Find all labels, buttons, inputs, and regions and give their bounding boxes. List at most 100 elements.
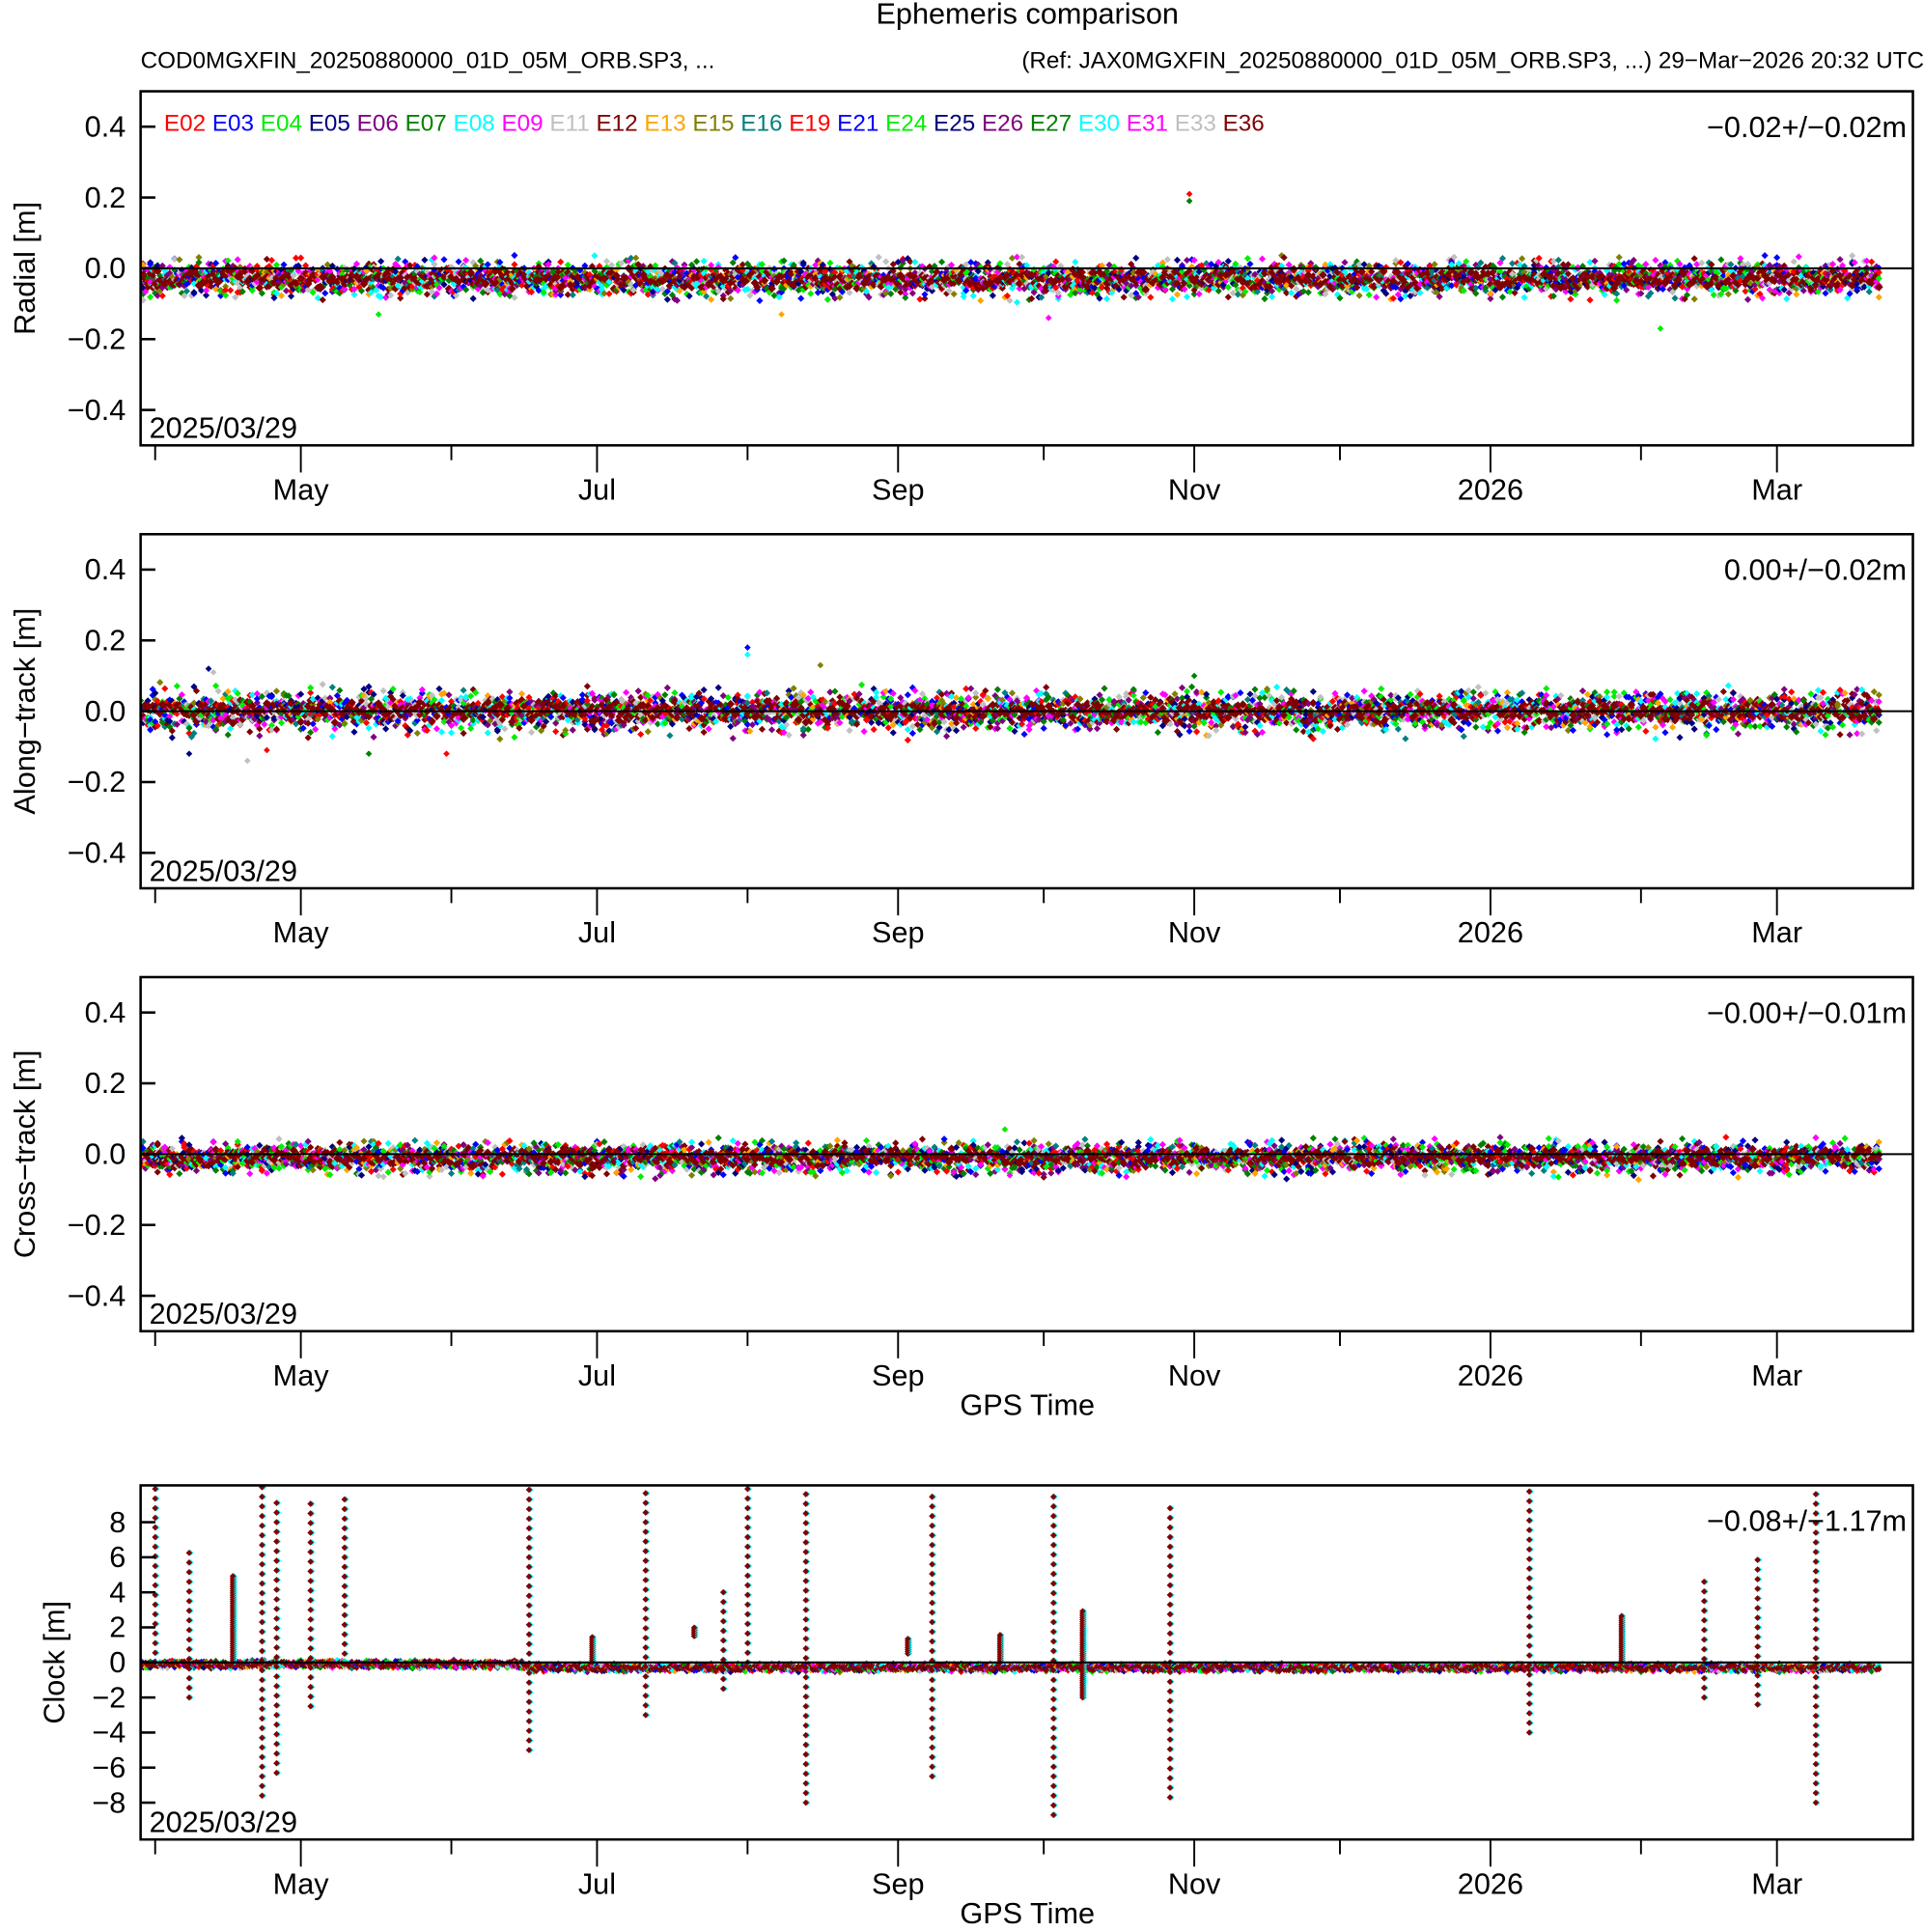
data-point (1197, 279, 1206, 289)
data-point (450, 288, 458, 296)
data-point (187, 733, 196, 741)
data-point (801, 282, 811, 292)
data-point (1253, 288, 1262, 295)
data-point (328, 262, 336, 270)
data-point (491, 280, 499, 288)
data-point (173, 720, 181, 728)
data-point (552, 291, 560, 298)
data-point (1132, 254, 1140, 262)
data-point (1639, 267, 1648, 276)
data-point (1833, 280, 1842, 290)
data-point (714, 287, 722, 295)
data-point (140, 719, 147, 727)
data-point (1091, 284, 1099, 292)
data-point (1466, 267, 1476, 277)
data-point (147, 726, 154, 734)
data-point (1496, 259, 1504, 266)
data-point (462, 286, 470, 294)
data-point (1784, 270, 1794, 279)
data-point (350, 291, 358, 298)
data-point (612, 266, 621, 273)
data-point (814, 289, 822, 296)
data-point (1586, 296, 1594, 304)
data-point (1016, 260, 1023, 268)
data-point (1083, 282, 1092, 292)
data-point (1457, 269, 1466, 279)
data-point (1811, 280, 1821, 290)
data-point (921, 294, 929, 302)
data-point (1875, 294, 1882, 301)
data-point (376, 702, 385, 712)
data-point (326, 698, 334, 706)
data-point (299, 724, 307, 732)
data-point (969, 292, 977, 299)
data-point (153, 722, 161, 730)
legend-item: E36 (1223, 110, 1265, 136)
data-point (367, 282, 376, 290)
data-point (176, 256, 183, 264)
data-point (1185, 190, 1193, 198)
data-point (1198, 284, 1206, 293)
data-point (1224, 294, 1232, 301)
data-point (1170, 267, 1180, 276)
data-point (394, 255, 402, 263)
data-point (1114, 273, 1124, 282)
data-point (222, 283, 230, 291)
data-point (428, 256, 436, 264)
data-point (1168, 295, 1177, 303)
data-point (360, 704, 368, 712)
data-point (277, 714, 286, 721)
data-point (878, 273, 885, 281)
data-point (1129, 268, 1137, 276)
data-point (807, 290, 815, 297)
data-point (1149, 278, 1157, 288)
data-point (1442, 274, 1451, 284)
data-point (602, 264, 611, 271)
stat-label: −0.02+/−0.02m (1707, 111, 1907, 144)
y-tick-label: −0.4 (68, 394, 126, 427)
data-point (1493, 278, 1502, 288)
data-point (421, 256, 429, 264)
data-point (1454, 274, 1464, 284)
data-point (374, 699, 383, 708)
data-point (213, 277, 223, 287)
data-point (647, 286, 655, 294)
data-point (1724, 291, 1732, 298)
legend-item: E11 (549, 110, 589, 136)
data-point (1258, 255, 1267, 263)
data-point (1178, 273, 1186, 281)
data-point (290, 715, 297, 723)
data-point (1511, 289, 1519, 296)
data-point (1659, 285, 1667, 294)
data-point (511, 251, 518, 260)
data-point (991, 271, 999, 280)
data-point (671, 259, 679, 267)
data-point (365, 260, 373, 267)
data-point (255, 283, 265, 293)
data-point (1601, 291, 1608, 298)
data-point (1251, 270, 1259, 278)
data-point (1038, 294, 1046, 301)
data-point (755, 272, 765, 281)
data-point (1141, 285, 1151, 294)
data-point (166, 717, 174, 725)
data-point (144, 697, 152, 705)
data-point (297, 690, 305, 698)
data-point (1328, 284, 1337, 294)
data-point (962, 287, 970, 294)
data-point (797, 294, 805, 302)
data-point (469, 294, 477, 302)
data-point (989, 273, 996, 281)
data-point (1394, 279, 1402, 287)
data-point (1158, 259, 1166, 266)
data-point (1112, 281, 1121, 291)
data-point (1444, 269, 1454, 279)
data-point (1809, 273, 1818, 283)
data-point (758, 261, 767, 268)
data-point (636, 279, 646, 289)
data-point (676, 287, 683, 294)
data-point (333, 288, 341, 295)
data-point (1603, 283, 1611, 293)
data-point (319, 266, 326, 274)
data-point (1173, 256, 1182, 264)
